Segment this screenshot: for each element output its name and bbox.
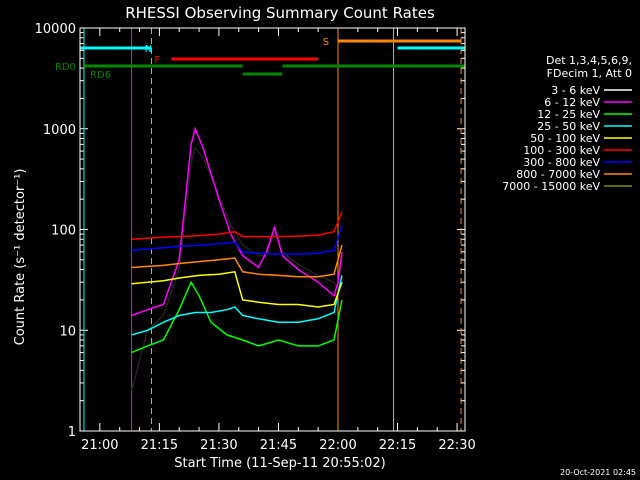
legend-entry-label: 300 - 800 keV	[523, 156, 600, 169]
x-tick-label: 21:00	[81, 438, 118, 453]
flag-label: RD0	[55, 62, 76, 73]
legend: Det 1,3,4,5,6,9, FDecim 1, Att 0 3 - 6 k…	[502, 54, 632, 193]
legend-entry-label: 3 - 6 keV	[551, 84, 600, 97]
y-tick-label: 1000	[43, 123, 76, 138]
x-tick-label: 21:45	[260, 438, 297, 453]
flag-label: S	[323, 37, 329, 48]
x-tick-label: 22:15	[379, 438, 416, 453]
flag-label: F	[154, 55, 160, 66]
x-tick-label: 22:00	[319, 438, 356, 453]
legend-entry-label: 800 - 7000 keV	[516, 168, 600, 181]
series-line	[131, 270, 343, 308]
y-tick-label: 10	[59, 324, 76, 339]
date-stamp: 20-Oct-2021 02:45	[560, 468, 636, 477]
legend-header-line2: FDecim 1, Att 0	[547, 67, 632, 80]
plot-layer: 1 10 100 1000 10000 21:00 21:15 21:30 21:45 22:00…	[35, 22, 476, 453]
x-tick-label: 21:15	[141, 438, 178, 453]
legend-entry-label: 100 - 300 keV	[523, 144, 600, 157]
x-axis-label: Start Time (11-Sep-11 20:55:02)	[174, 456, 385, 471]
series-line	[131, 275, 343, 336]
legend-entry-label: 6 - 12 keV	[544, 96, 600, 109]
y-tick-label: 10000	[35, 22, 76, 37]
series-line	[131, 225, 343, 255]
series-line	[131, 126, 343, 317]
legend-header-line1: Det 1,3,4,5,6,9,	[546, 54, 632, 67]
y-tick-label: 1	[68, 425, 76, 440]
series-line	[131, 211, 343, 241]
legend-entry-label: 12 - 25 keV	[537, 108, 600, 121]
series-line	[130, 145, 343, 392]
legend-entry-label: 7000 - 15000 keV	[502, 180, 600, 193]
legend-entry-label: 25 - 50 keV	[537, 120, 600, 133]
x-tick-label: 22:30	[438, 438, 475, 453]
flag-label: RD6	[90, 70, 111, 81]
plot-frame	[79, 27, 466, 432]
chart-title: RHESSI Observing Summary Count Rates	[125, 4, 435, 22]
y-axis-label: Count Rate (s⁻¹ detector⁻¹)	[13, 169, 28, 346]
legend-entry-label: 50 - 100 keV	[530, 132, 600, 145]
flag-label: N	[145, 44, 152, 55]
series-line	[131, 280, 343, 354]
y-tick-label: 100	[51, 224, 76, 239]
series-line	[131, 244, 343, 278]
x-tick-label: 21:30	[200, 438, 237, 453]
